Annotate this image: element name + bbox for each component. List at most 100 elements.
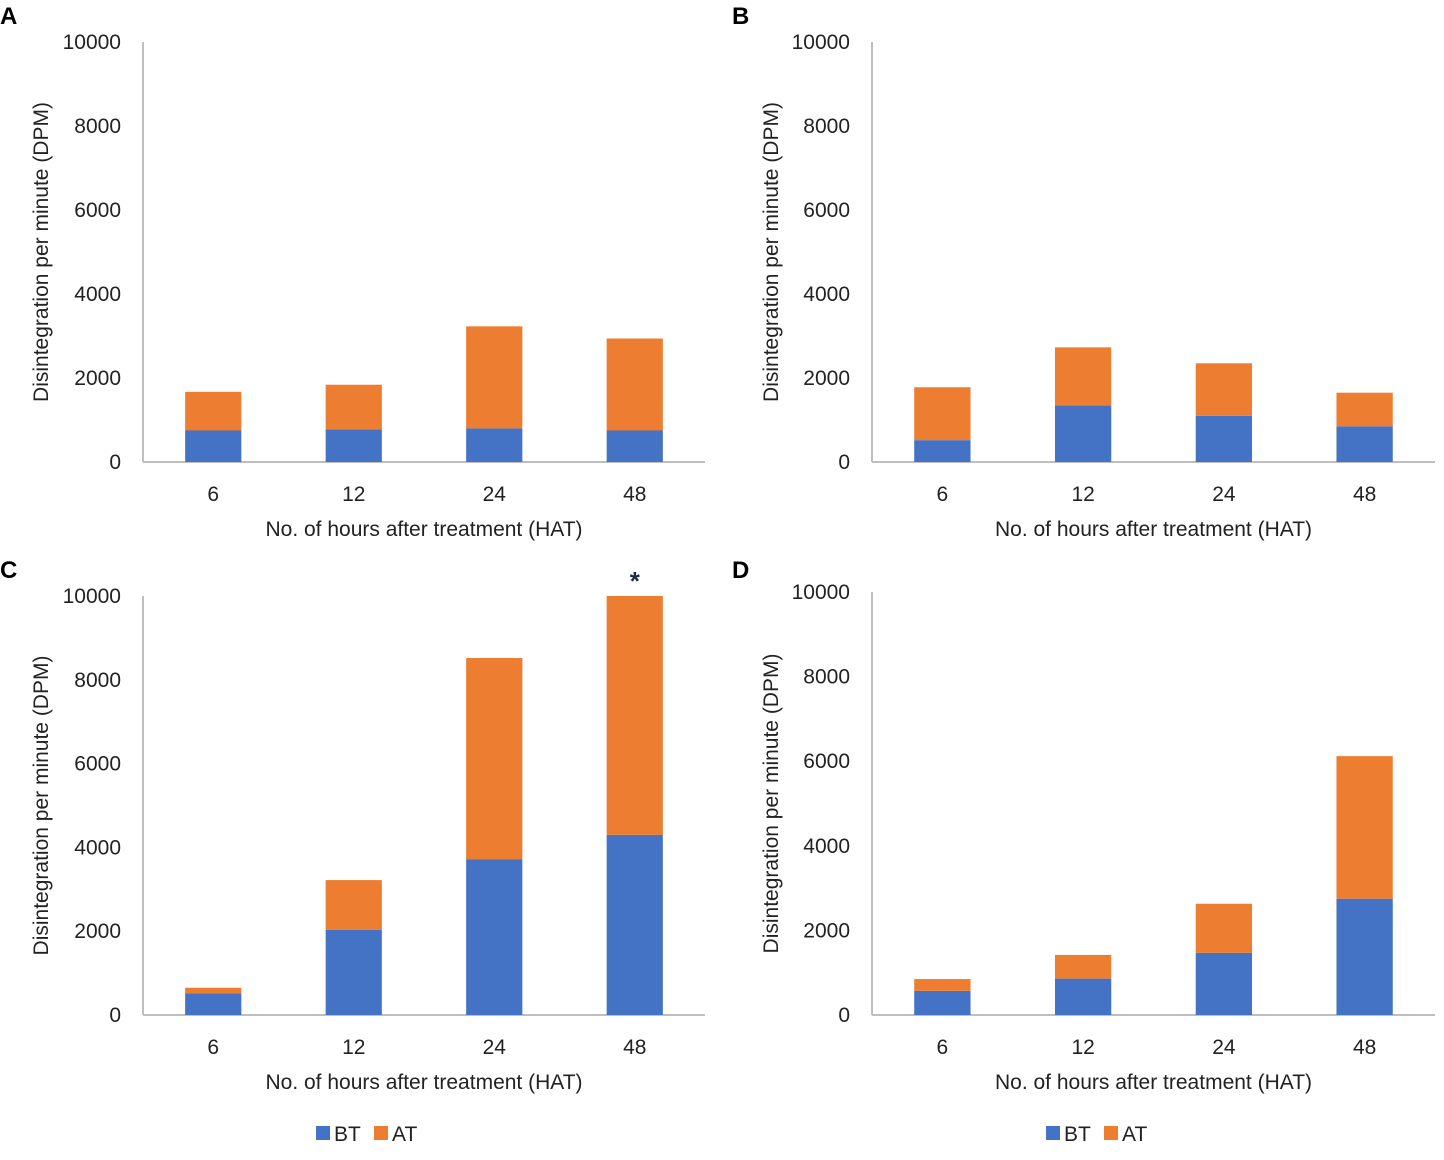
- y-tick-label: 2000: [803, 367, 850, 390]
- significance-marker: *: [630, 566, 641, 596]
- y-tick-label: 10000: [63, 31, 121, 54]
- panel-letter: D: [732, 557, 749, 584]
- x-tick-label: 48: [1353, 483, 1376, 506]
- y-axis-title: Disintegration per minute (DPM): [760, 102, 783, 402]
- y-tick-label: 4000: [803, 283, 850, 306]
- y-tick-label: 8000: [803, 666, 850, 689]
- y-tick-label: 6000: [74, 753, 121, 776]
- x-tick-label: 12: [1071, 1036, 1094, 1059]
- bar-bt-24: [466, 859, 523, 1015]
- x-tick-label: 12: [342, 1036, 365, 1059]
- y-axis-title: Disintegration per minute (DPM): [30, 102, 53, 402]
- y-tick-label: 6000: [803, 199, 850, 222]
- bar-bt-6: [914, 440, 971, 462]
- x-tick-label: 24: [1212, 483, 1236, 506]
- bar-at-6: [914, 387, 971, 441]
- bar-at-48: [1336, 756, 1393, 899]
- x-tick-label: 48: [623, 483, 646, 506]
- y-tick-label: 2000: [74, 920, 121, 943]
- bar-at-24: [466, 658, 523, 860]
- y-tick-label: 10000: [792, 31, 850, 54]
- y-tick-label: 8000: [74, 669, 121, 692]
- x-axis-title: No. of hours after treatment (HAT): [995, 1071, 1312, 1094]
- legend-swatch-bt: [1046, 1126, 1060, 1140]
- bar-at-12: [325, 880, 382, 930]
- legend-swatch-at: [374, 1126, 388, 1140]
- panel-a: A 0 2000 4000 6000 8000 10000 6 12 24 48 No. of hou…: [0, 3, 705, 541]
- legend-label-at: AT: [1122, 1123, 1147, 1146]
- y-tick-label: 8000: [74, 115, 121, 138]
- x-tick-label: 6: [207, 1036, 219, 1059]
- panel-letter: C: [0, 557, 17, 584]
- x-tick-label: 12: [342, 483, 365, 506]
- bar-bt-6: [914, 990, 971, 1015]
- y-axis-title: Disintegration per minute (DPM): [30, 656, 53, 956]
- legend: BT AT: [316, 1123, 417, 1146]
- x-tick-label: 24: [483, 1036, 507, 1059]
- legend-label-bt: BT: [334, 1123, 361, 1146]
- panel-letter: A: [0, 3, 17, 30]
- y-tick-label: 6000: [803, 750, 850, 773]
- y-tick-label: 4000: [803, 835, 850, 858]
- x-axis-title: No. of hours after treatment (HAT): [265, 1071, 582, 1094]
- y-tick-label: 0: [838, 451, 850, 474]
- panel-b: B 0 2000 4000 6000 8000 10000 6 12 24 48 No. of hou…: [732, 3, 1435, 541]
- x-tick-label: 24: [1212, 1036, 1236, 1059]
- y-tick-label: 4000: [74, 283, 121, 306]
- bar-bt-48: [1336, 426, 1393, 462]
- bar-at-24: [1195, 903, 1253, 953]
- y-axis-title: Disintegration per minute (DPM): [760, 654, 783, 954]
- panel-d: D 0 2000 4000 6000 8000 10000 6 12 24 48 No. of hou…: [732, 557, 1435, 1146]
- bar-at-6: [185, 391, 242, 431]
- bar-at-12: [1054, 954, 1112, 979]
- y-tick-label: 10000: [63, 585, 121, 608]
- x-tick-label: 48: [623, 1036, 646, 1059]
- x-tick-label: 12: [1071, 483, 1094, 506]
- legend-swatch-bt: [316, 1126, 330, 1140]
- legend-label-bt: BT: [1064, 1123, 1091, 1146]
- bar-at-6: [185, 987, 242, 994]
- bar-at-48: [1336, 392, 1393, 427]
- bar-bt-6: [185, 993, 242, 1015]
- y-tick-label: 2000: [74, 367, 121, 390]
- x-tick-label: 24: [483, 483, 507, 506]
- bar-bt-12: [1054, 978, 1112, 1015]
- x-axis-title: No. of hours after treatment (HAT): [265, 518, 582, 541]
- y-tick-label: 10000: [792, 581, 850, 604]
- bar-at-6: [914, 979, 971, 991]
- bar-bt-24: [466, 428, 523, 462]
- bar-bt-48: [606, 834, 663, 1015]
- x-tick-label: 6: [937, 483, 949, 506]
- bar-bt-48: [606, 430, 663, 462]
- x-axis-title: No. of hours after treatment (HAT): [995, 518, 1312, 541]
- bar-at-24: [1195, 363, 1253, 416]
- bar-bt-24: [1195, 952, 1253, 1015]
- bar-at-48: [606, 596, 663, 835]
- legend-label-at: AT: [392, 1123, 417, 1146]
- x-tick-label: 48: [1353, 1036, 1376, 1059]
- bar-bt-24: [1195, 415, 1253, 462]
- legend: BT AT: [1046, 1123, 1147, 1146]
- y-tick-label: 6000: [74, 199, 121, 222]
- bar-at-12: [325, 384, 382, 430]
- x-tick-label: 6: [207, 483, 219, 506]
- y-tick-label: 0: [109, 451, 121, 474]
- bar-at-12: [1054, 347, 1112, 406]
- y-tick-label: 4000: [74, 836, 121, 859]
- bar-bt-48: [1336, 898, 1393, 1015]
- bar-at-48: [606, 338, 663, 431]
- y-tick-label: 8000: [803, 115, 850, 138]
- bar-at-24: [466, 326, 523, 429]
- x-tick-label: 6: [937, 1036, 949, 1059]
- bar-bt-12: [325, 929, 382, 1015]
- bar-bt-6: [185, 430, 242, 462]
- panel-letter: B: [732, 3, 749, 30]
- y-tick-label: 2000: [803, 919, 850, 942]
- legend-swatch-at: [1104, 1126, 1118, 1140]
- panel-c: C 0 2000 4000 6000 8000 10000 6 12 24 48 * No. of ho…: [0, 557, 705, 1146]
- bar-bt-12: [325, 429, 382, 462]
- y-tick-label: 0: [838, 1004, 850, 1027]
- bar-bt-12: [1054, 405, 1112, 462]
- y-tick-label: 0: [109, 1004, 121, 1027]
